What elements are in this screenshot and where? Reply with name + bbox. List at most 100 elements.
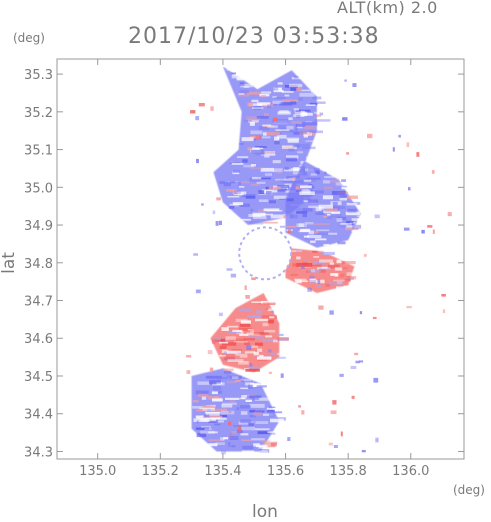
echo-cell <box>274 188 287 192</box>
echo-cell <box>345 225 356 228</box>
echo-cell <box>296 211 308 214</box>
echo-speckle <box>319 112 324 116</box>
echo-cell <box>226 374 231 379</box>
echo-cell <box>239 333 249 336</box>
echo-cell <box>231 74 247 79</box>
echo-cell <box>253 216 267 219</box>
echo-cell <box>231 376 239 379</box>
echo-cell <box>257 356 272 360</box>
echo-cell <box>255 146 267 148</box>
echo-speckle <box>398 134 401 138</box>
echo-cell <box>219 181 225 185</box>
echo-cell <box>315 207 322 212</box>
echo-cell <box>272 339 278 343</box>
echo-speckle <box>201 203 204 206</box>
echo-cell <box>233 340 248 343</box>
echo-cell <box>240 433 249 436</box>
echo-cell <box>339 195 347 198</box>
echo-cell <box>250 130 263 135</box>
echo-cell <box>267 409 275 413</box>
echo-cell <box>270 214 284 219</box>
echo-cell <box>229 375 242 380</box>
echo-cell <box>213 386 221 390</box>
echo-cell <box>312 96 322 100</box>
echo-cell <box>310 173 317 176</box>
echo-cell <box>247 314 262 318</box>
echo-cell <box>256 310 263 315</box>
echo-cell <box>227 359 244 362</box>
echo-cell <box>303 179 312 182</box>
echo-cell <box>316 232 330 236</box>
echo-speckle <box>209 367 214 371</box>
echo-cell <box>269 316 275 319</box>
echo-cell <box>258 445 267 449</box>
echo-cell <box>261 315 277 319</box>
echo-cell <box>316 263 323 266</box>
echo-cell <box>299 191 315 195</box>
echo-cell <box>270 352 277 355</box>
echo-cell <box>221 450 226 455</box>
echo-speckle <box>268 349 272 353</box>
echo-cell <box>223 338 238 342</box>
echo-cell <box>336 218 343 222</box>
echo-cell <box>247 328 253 331</box>
echo-cell <box>247 335 263 339</box>
echo-speckle <box>250 208 253 212</box>
echo-cell <box>279 178 294 183</box>
echo-cell <box>332 201 338 206</box>
echo-cell <box>268 432 276 435</box>
x-ticks: 135.0 135.2 135.4 135.6 135.8 136.0 <box>79 59 429 479</box>
echo-cell <box>222 402 237 405</box>
echo-cell <box>239 323 251 327</box>
echo-speckle <box>245 295 250 299</box>
echo-cell <box>240 203 250 207</box>
echo-cell <box>253 412 263 416</box>
echo-speckle <box>268 371 273 375</box>
y-tick-label: 34.6 <box>24 332 53 347</box>
echo-speckle <box>374 214 380 219</box>
echo-cell <box>312 250 318 253</box>
echo-cell <box>295 250 301 252</box>
echo-cell <box>225 397 240 400</box>
echo-cell <box>246 332 261 336</box>
echo-speckle <box>431 170 435 174</box>
echo-speckle <box>196 158 199 164</box>
echo-cell <box>318 204 333 209</box>
echo-cell <box>210 408 227 411</box>
echo-cell <box>304 222 314 225</box>
echo-cell <box>208 419 219 423</box>
y-tick-label: 34.4 <box>24 408 53 423</box>
echo-cell <box>257 348 263 352</box>
echo-cell <box>261 213 273 216</box>
echo-speckle <box>307 287 312 292</box>
echo-cell <box>351 230 359 232</box>
echo-speckle <box>186 355 192 358</box>
echo-cell <box>338 267 348 270</box>
echo-cell <box>253 351 259 356</box>
echo-cell <box>264 151 276 155</box>
y-tick-label: 35.1 <box>24 144 53 159</box>
echo-cell <box>340 223 352 225</box>
echo-cell <box>281 145 297 149</box>
echo-speckle <box>354 352 359 356</box>
echo-cell <box>262 338 278 342</box>
echo-cell <box>296 208 307 212</box>
echo-cell <box>291 250 302 252</box>
echo-cell <box>346 276 357 280</box>
echo-cell <box>310 90 319 93</box>
echo-cell <box>328 264 340 269</box>
echo-cell <box>267 104 272 109</box>
echo-cell <box>260 439 270 443</box>
echo-cell <box>308 167 320 172</box>
echo-cell <box>217 382 222 384</box>
echo-cell <box>268 186 281 190</box>
echo-cell <box>324 176 335 179</box>
echo-cell <box>292 144 300 148</box>
echo-cell <box>242 159 248 163</box>
echo-cell <box>245 397 260 400</box>
echo-cell <box>236 77 244 81</box>
echo-speckle <box>298 405 301 408</box>
echo-speckle <box>344 79 347 82</box>
echo-cell <box>216 420 224 423</box>
echo-cell <box>338 273 345 278</box>
